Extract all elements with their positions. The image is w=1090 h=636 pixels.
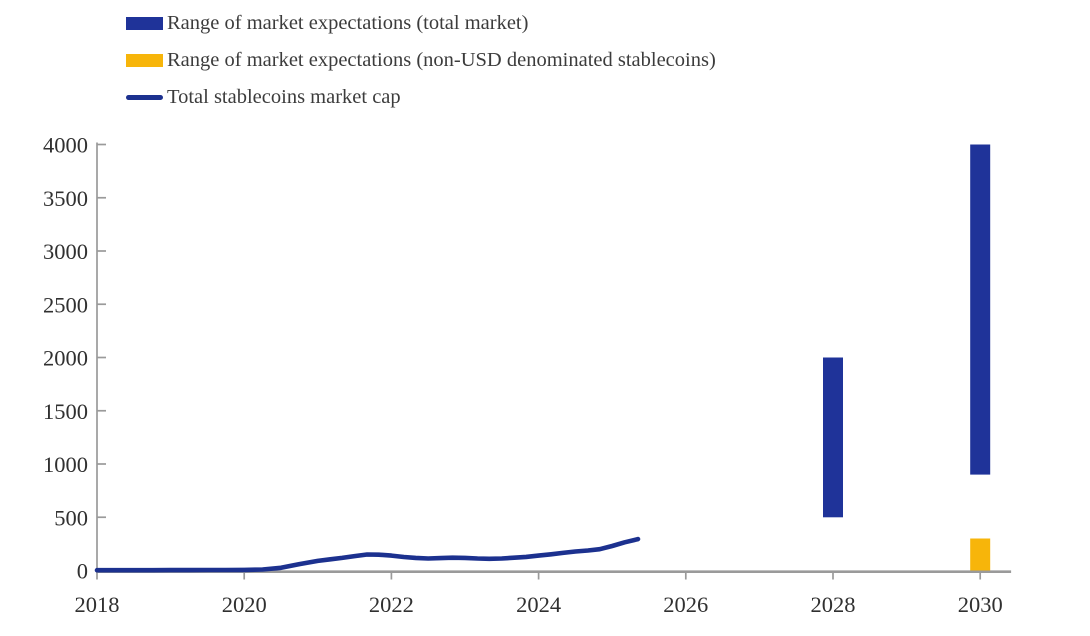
range-bar-1-2030 [970, 538, 991, 571]
y-tick-label-2000: 2000 [43, 346, 88, 371]
y-tick-label-500: 500 [54, 505, 88, 530]
yellow-bar-swatch-icon [126, 53, 163, 67]
legend-item-non-usd-range: Range of market expectations (non-USD de… [126, 48, 716, 72]
y-tick-label-4000: 4000 [43, 133, 88, 158]
x-tick-label-2018: 2018 [75, 592, 120, 617]
legend-label-total-market-range: Range of market expectations (total mark… [167, 11, 529, 34]
legend-label-market-cap-line: Total stablecoins market cap [167, 85, 401, 108]
y-tick-label-0: 0 [77, 559, 88, 584]
y-tick-label-3500: 3500 [43, 186, 88, 211]
x-tick-label-2028: 2028 [811, 592, 856, 617]
x-tick-label-2030: 2030 [958, 592, 1003, 617]
x-tick-label-2020: 2020 [222, 592, 267, 617]
range-bar-0-2028 [823, 357, 843, 518]
range-bar-0-2030 [970, 144, 991, 475]
total-stablecoins-market-cap-line [94, 536, 641, 573]
x-tick-label-2024: 2024 [516, 592, 561, 617]
blue-bar-swatch-icon [126, 16, 163, 30]
x-tick-label-2026: 2026 [663, 592, 708, 617]
y-tick-label-2500: 2500 [43, 292, 88, 317]
legend-label-non-usd-range: Range of market expectations (non-USD de… [167, 48, 716, 71]
legend-item-total-market-range: Range of market expectations (total mark… [126, 11, 716, 35]
y-tick-label-3000: 3000 [43, 239, 88, 264]
chart-legend: Range of market expectations (total mark… [126, 11, 716, 109]
x-tick-label-2022: 2022 [369, 592, 414, 617]
legend-item-market-cap-line: Total stablecoins market cap [126, 85, 716, 109]
y-tick-label-1000: 1000 [43, 452, 88, 477]
y-tick-label-1500: 1500 [43, 399, 88, 424]
line-swatch-icon [126, 94, 163, 100]
